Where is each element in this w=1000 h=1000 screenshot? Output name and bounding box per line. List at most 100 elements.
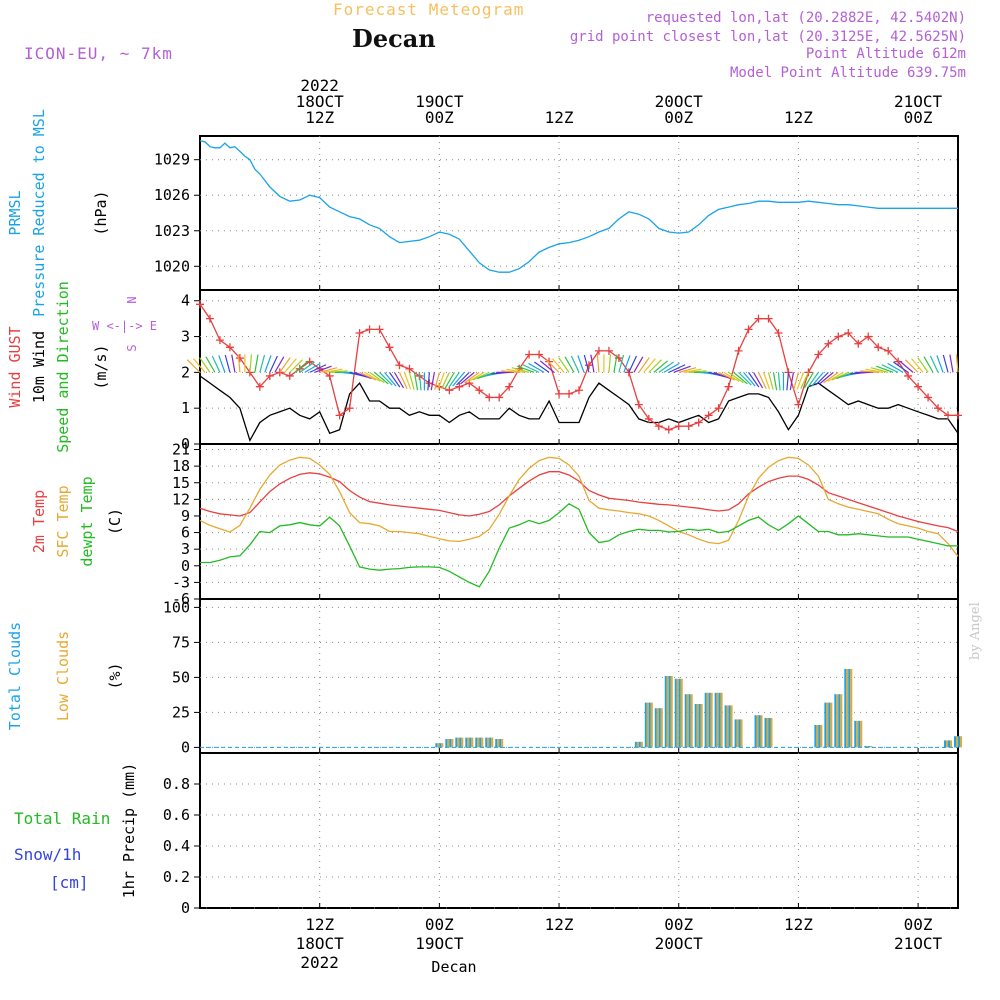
wind-direction-arrow (237, 354, 241, 373)
cloud-bar (844, 669, 847, 748)
wind-direction-arrow (807, 372, 819, 388)
wind-direction-arrow (314, 365, 332, 373)
wind-direction-arrow (819, 371, 834, 385)
wind-direction-arrow (881, 364, 899, 373)
temp-ytick-label: 3 (181, 540, 190, 558)
gust-marker (814, 350, 823, 359)
cloud-bar (826, 702, 829, 748)
wind-direction-arrow (403, 372, 412, 390)
wind-direction-arrow (800, 372, 809, 389)
cloud-bar (764, 718, 767, 748)
gust-marker (285, 371, 294, 380)
wind-direction-arrow (876, 365, 894, 373)
wind-direction-arrow (608, 354, 612, 373)
bottom-time-label: 21OCT (894, 934, 943, 953)
wind-direction-arrow (577, 355, 585, 373)
cloud-bar (648, 702, 651, 748)
gust-marker (325, 371, 334, 380)
cloud-bar (471, 737, 474, 748)
clouds-unit-label: (%) (106, 662, 124, 689)
wind-direction-arrow (613, 354, 618, 373)
bottom-time-label: 2022 (300, 953, 339, 972)
temp-line-0 (199, 471, 959, 533)
cloud-bar (856, 720, 859, 748)
wind-direction-arrow (815, 371, 829, 386)
pressure-ytick-label: 1023 (154, 222, 190, 240)
cloud-bar (435, 743, 438, 748)
cloud-bar (758, 715, 761, 748)
clouds-axis-label: Total Clouds (6, 622, 24, 730)
wind-direction-arrow (418, 372, 422, 391)
wind-direction-arrow (299, 361, 315, 373)
model-label: ICON-EU, ~ 7km (24, 44, 173, 63)
wind-direction-arrow (748, 372, 760, 388)
pressure-line (199, 140, 958, 273)
wind-direction-arrow (793, 372, 800, 390)
temp-axis-label: 2m Temp (30, 490, 48, 553)
top-time-label: 21OCT (894, 92, 943, 111)
gust-marker (594, 346, 603, 355)
temp-axis-label: dewpt Temp (78, 476, 96, 566)
wind-direction-arrow (413, 372, 419, 391)
gust-marker (385, 343, 394, 352)
temp-ytick-label: 12 (172, 490, 190, 508)
wind-direction-arrow (289, 359, 303, 373)
wind-direction-arrow (441, 372, 450, 389)
cloud-bar (738, 719, 741, 748)
wind-direction-arrow (472, 371, 490, 381)
cloud-bar (720, 692, 723, 748)
clouds-ytick-label: 100 (163, 598, 190, 616)
wind-direction-arrow (437, 372, 445, 390)
cloud-bar (708, 692, 711, 748)
wind-direction-arrow (570, 355, 580, 373)
precip-panel-frame (199, 752, 959, 909)
wind-direction-arrow (772, 372, 778, 391)
wind-unit-label: (m/s) (92, 344, 110, 389)
gust-marker (215, 336, 224, 345)
cloud-bar (658, 708, 661, 748)
wind-direction-arrow (803, 372, 814, 389)
wind-direction-arrow (199, 357, 211, 373)
requested-coords: requested lon,lat (20.2882E, 42.5402N) (645, 10, 966, 26)
gust-marker (944, 411, 953, 420)
cloud-bar (768, 718, 771, 748)
gust-marker (455, 382, 464, 391)
cloud-bar (700, 704, 703, 748)
cloud-bar (828, 702, 831, 748)
gust-marker (884, 346, 893, 355)
wind-direction-arrow (911, 358, 924, 373)
cloud-bar (814, 725, 817, 748)
cloud-bar (706, 692, 709, 748)
wind-direction-arrow (949, 354, 954, 373)
wind-direction-arrow (304, 362, 321, 373)
top-time-label: 00Z (664, 108, 693, 127)
cloud-bar (459, 737, 462, 748)
top-time-label: 12Z (305, 108, 334, 127)
cloud-bar (820, 725, 823, 748)
wind-direction-arrow (379, 371, 393, 386)
top-time-label: 12Z (545, 108, 574, 127)
wind-direction-arrow (718, 371, 736, 381)
wind-direction-arrow (898, 360, 914, 373)
cloud-bar (684, 694, 687, 748)
cloud-bar (674, 678, 677, 748)
wind-speed-line (199, 375, 959, 443)
temp-line-2 (200, 503, 958, 588)
gust-marker (345, 404, 354, 413)
wind-direction-arrow (583, 354, 590, 373)
cloud-bar (944, 740, 947, 748)
cloud-bar (948, 740, 951, 748)
temp-ytick-label: 9 (181, 507, 190, 525)
cloud-bar (499, 739, 502, 748)
gust-marker (495, 393, 504, 402)
temp-ytick-label: 0 (181, 557, 190, 575)
wind-direction-arrow (460, 371, 475, 385)
cloud-bar (704, 692, 707, 748)
cloud-bar (457, 737, 460, 748)
cloud-bar (824, 702, 827, 748)
wind-direction-arrow (501, 370, 520, 373)
cloud-bar (487, 737, 490, 748)
temp-ytick-label: 18 (172, 457, 190, 475)
wind-direction-arrow (359, 371, 377, 381)
